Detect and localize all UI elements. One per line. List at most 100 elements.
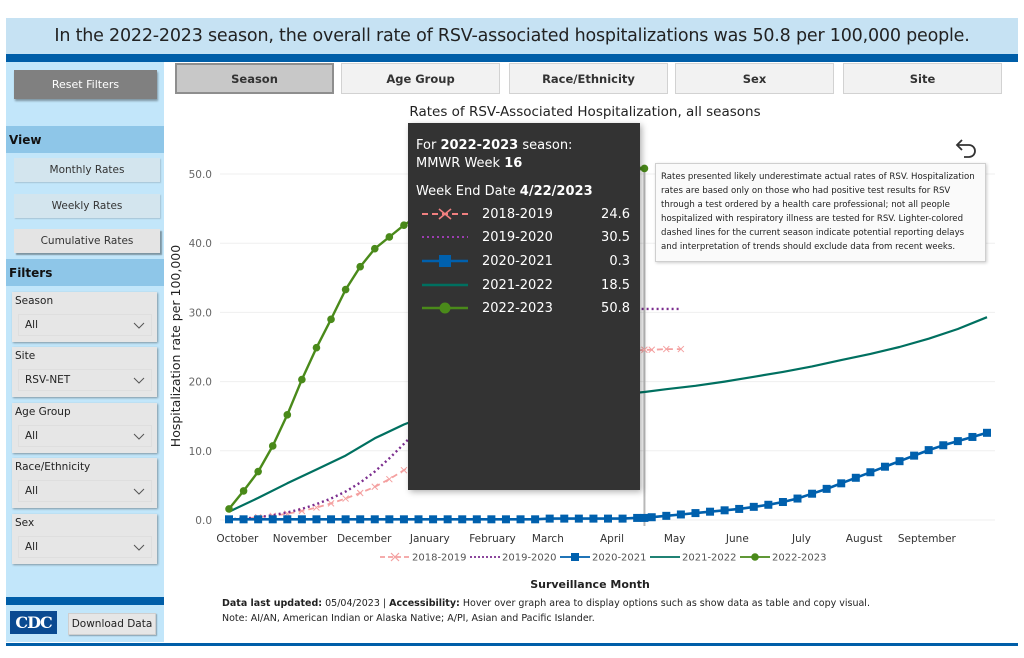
data-point xyxy=(327,515,336,524)
data-point xyxy=(312,515,321,524)
data-point xyxy=(254,515,263,524)
tooltip-series-name: 2018-2019 xyxy=(482,206,553,222)
legend-item[interactable]: 2019-2020 xyxy=(470,553,557,564)
data-point xyxy=(312,343,321,352)
tab-age-group[interactable]: Age Group xyxy=(341,63,500,94)
data-point xyxy=(385,475,393,483)
legend-label: 2019-2020 xyxy=(502,553,557,564)
age-group-select[interactable]: All xyxy=(18,425,152,447)
solid-line-icon xyxy=(422,283,468,287)
y-tick-label: 30.0 xyxy=(189,307,212,319)
accessibility-label: Accessibility: xyxy=(389,598,460,609)
data-point xyxy=(574,514,583,523)
site-select[interactable]: RSV-NET xyxy=(18,369,152,391)
tab-sex[interactable]: Sex xyxy=(675,63,834,94)
data-point xyxy=(822,484,831,493)
legend-item[interactable]: 2022-2023 xyxy=(740,553,827,564)
view-heading: View xyxy=(6,126,164,153)
data-point xyxy=(545,514,554,523)
x-tick-label: September xyxy=(898,533,957,545)
y-tick-label: 10.0 xyxy=(189,446,212,458)
tooltip-date: 4/22/2023 xyxy=(519,184,593,199)
tab-race-ethnicity[interactable]: Race/Ethnicity xyxy=(509,63,668,94)
reset-filters-button[interactable]: Reset Filters xyxy=(14,70,157,99)
tooltip-row: 2021-2022 18.5 xyxy=(420,275,630,295)
x-tick-label: July xyxy=(791,533,811,545)
abbreviation-note: Note: AI/AN, American Indian or Alaska N… xyxy=(222,613,595,624)
square-marker-icon xyxy=(422,255,468,267)
chevron-down-icon xyxy=(133,488,145,495)
y-axis-label: Hospitalization rate per 100,000 xyxy=(168,245,183,447)
y-tick-label: 20.0 xyxy=(189,377,212,389)
data-point xyxy=(983,428,991,437)
data-point xyxy=(458,515,467,524)
legend-label: 2022-2023 xyxy=(772,553,827,564)
legend-item[interactable]: 2018-2019 xyxy=(380,553,467,564)
data-point xyxy=(910,451,919,460)
tooltip-series-value: 18.5 xyxy=(601,277,630,293)
data-point xyxy=(370,515,379,524)
data-point xyxy=(268,442,277,450)
data-point xyxy=(764,500,773,509)
hover-tooltip: For 2022-2023 season: MMWR Week 16 Week … xyxy=(408,123,640,490)
tab-site[interactable]: Site xyxy=(843,63,1002,94)
download-data-button[interactable]: Download Data xyxy=(68,613,156,635)
data-point xyxy=(370,244,379,253)
data-point xyxy=(778,498,787,507)
data-point xyxy=(341,515,350,524)
data-point xyxy=(429,515,438,524)
data-point xyxy=(837,479,846,488)
data-point xyxy=(385,233,394,241)
disclaimer-text: Rates presented likely underestimate act… xyxy=(661,172,975,252)
tooltip-series-name: 2020-2021 xyxy=(482,253,553,269)
data-point xyxy=(662,511,671,520)
x-tick-label: October xyxy=(216,533,259,545)
site-select-value: RSV-NET xyxy=(25,374,71,386)
tooltip-series-name: 2021-2022 xyxy=(482,277,553,293)
x-tick-label: May xyxy=(664,533,686,545)
sex-select[interactable]: All xyxy=(18,536,152,558)
series-2020-2021[interactable] xyxy=(225,428,991,524)
age-group-select-value: All xyxy=(25,430,39,442)
data-point xyxy=(341,285,350,294)
data-point xyxy=(327,315,335,324)
data-point xyxy=(371,483,379,491)
data-point xyxy=(706,507,715,516)
y-tick-label: 0.0 xyxy=(195,515,212,527)
sex-select-value: All xyxy=(25,541,39,553)
data-point xyxy=(283,411,292,419)
data-point xyxy=(640,513,649,522)
x-tick-label: March xyxy=(532,533,564,545)
updated-label: Data last updated: xyxy=(222,598,323,609)
data-point xyxy=(720,506,729,515)
age-group-filter: Age Group All xyxy=(12,403,157,453)
tooltip-series-name: 2019-2020 xyxy=(482,229,553,245)
data-updated-note: Data last updated: 05/04/2023 | Accessib… xyxy=(222,598,870,609)
data-point xyxy=(589,514,598,523)
legend-item[interactable]: 2020-2021 xyxy=(560,553,647,564)
weekly-rates-button[interactable]: Weekly Rates xyxy=(14,194,160,218)
monthly-rates-button[interactable]: Monthly Rates xyxy=(14,158,160,182)
x-axis-label: Surveillance Month xyxy=(530,578,650,591)
tooltip-series-value: 0.3 xyxy=(609,253,630,269)
disclaimer-note: Rates presented likely underestimate act… xyxy=(655,163,986,262)
data-point xyxy=(633,513,642,522)
season-select[interactable]: All xyxy=(18,314,152,336)
x-tick-label: December xyxy=(337,533,392,545)
data-point xyxy=(254,467,262,476)
filters-heading: Filters xyxy=(6,259,164,286)
x-tick-label: January xyxy=(409,533,450,545)
data-point xyxy=(268,515,277,524)
cumulative-rates-button[interactable]: Cumulative Rates xyxy=(14,229,160,253)
legend-item[interactable]: 2021-2022 xyxy=(650,553,737,564)
season-filter-label: Season xyxy=(15,295,54,307)
data-point xyxy=(924,446,933,455)
legend-label: 2018-2019 xyxy=(412,553,467,564)
tab-season[interactable]: Season xyxy=(175,63,334,94)
race-ethnicity-select[interactable]: All xyxy=(18,480,152,502)
tooltip-row: 2022-2023 50.8 xyxy=(420,298,630,318)
undo-icon[interactable] xyxy=(954,134,980,160)
site-filter-label: Site xyxy=(15,350,36,362)
data-point xyxy=(487,515,496,524)
data-point xyxy=(356,262,364,271)
